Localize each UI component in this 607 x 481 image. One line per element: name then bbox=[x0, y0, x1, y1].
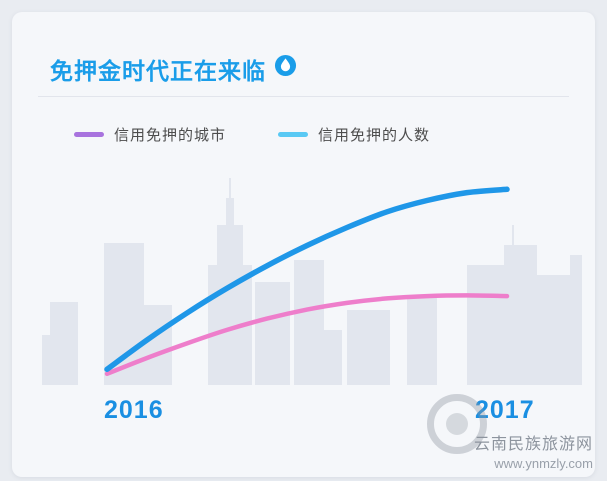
page-title: 免押金时代正在来临 bbox=[50, 58, 266, 84]
watermark: 云南民族旅游网 www.ynmzly.com bbox=[474, 434, 593, 473]
legend-swatch-cities bbox=[74, 132, 104, 137]
watermark-stamp bbox=[427, 394, 487, 454]
water-drop-icon bbox=[274, 54, 297, 77]
watermark-stamp-core bbox=[446, 413, 468, 435]
watermark-site-url: www.ynmzly.com bbox=[494, 456, 593, 472]
x-tick-2016: 2016 bbox=[104, 396, 164, 424]
legend-item-cities: 信用免押的城市 bbox=[74, 124, 226, 145]
chart-legend: 信用免押的城市 信用免押的人数 bbox=[74, 124, 430, 145]
chart-svg bbox=[42, 178, 582, 385]
legend-label-people: 信用免押的人数 bbox=[318, 127, 431, 144]
series-line-cities bbox=[104, 293, 510, 377]
infographic-card: 免押金时代正在来临 信用免押的城市 信用免押的人数 bbox=[12, 12, 595, 477]
legend-swatch-people bbox=[278, 132, 309, 137]
series-line-people bbox=[104, 186, 510, 373]
legend-item-people: 信用免押的人数 bbox=[278, 124, 430, 145]
city-skyline-silhouette bbox=[42, 178, 582, 385]
watermark-site-name: 云南民族旅游网 bbox=[473, 435, 593, 453]
legend-label-cities: 信用免押的城市 bbox=[114, 127, 227, 144]
series-lines bbox=[104, 186, 510, 377]
header-divider bbox=[38, 96, 569, 97]
